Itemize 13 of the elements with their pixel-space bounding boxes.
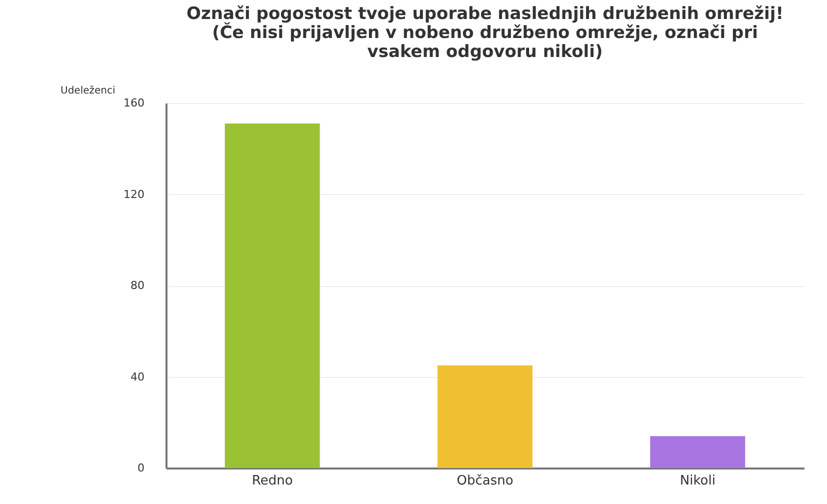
x-tick-label: Redno [252, 474, 293, 488]
x-tick-label: Občasno [456, 474, 514, 488]
y-tick-label: 0 [138, 462, 144, 474]
x-tick-label: Nikoli [680, 474, 716, 488]
y-tick-label: 160 [124, 96, 144, 110]
y-tick-label: 40 [130, 370, 144, 384]
bar [224, 124, 320, 468]
y-tick-label: 120 [124, 188, 144, 201]
y-axis-title: Udeleženci [60, 86, 116, 96]
bar [438, 365, 532, 468]
chart-title: Označi pogostost tvoje uporabe naslednjih družbenih omrežij! (Če nisi prijavljen v nobeno družbeno omrežje, označi pri vsakem odgovoru nikoli) [186, 4, 784, 62]
bar [650, 436, 746, 468]
y-tick-label: 80 [130, 279, 144, 292]
